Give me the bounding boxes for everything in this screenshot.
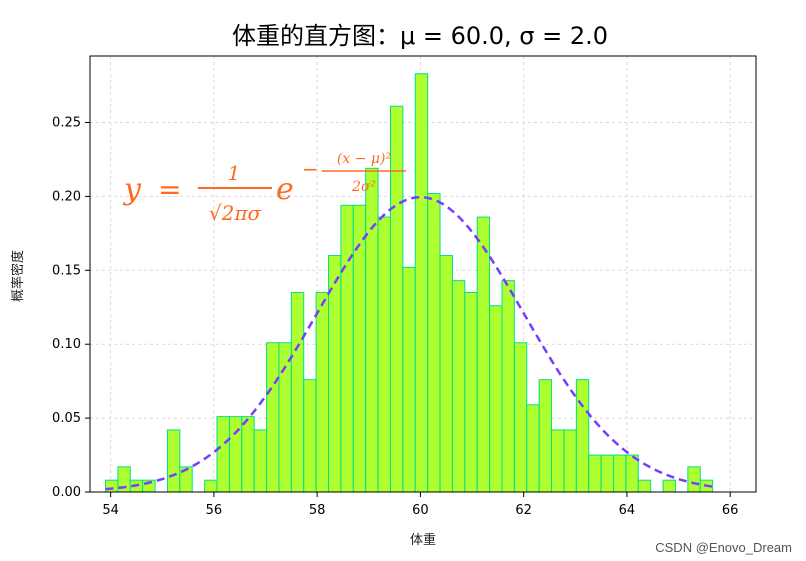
y-tick-label: 0.05 (52, 411, 81, 426)
histogram-bar (464, 291, 478, 493)
histogram-bar (637, 479, 652, 493)
histogram-bar (377, 216, 391, 493)
y-tick-label: 0.25 (52, 116, 81, 131)
histogram-bar (526, 404, 540, 493)
histogram-bar (365, 167, 379, 493)
formula-numerator: 1 (228, 161, 241, 185)
histogram-bar (687, 466, 701, 493)
formula-exp-sign: − (302, 157, 319, 181)
watermark: CSDN @Enovo_Dream (655, 540, 792, 555)
x-tick-label: 64 (619, 503, 636, 518)
histogram-bar (501, 280, 515, 493)
y-tick-label: 0.10 (52, 337, 81, 352)
x-tick-label: 58 (309, 503, 326, 518)
histogram-bar (290, 291, 305, 493)
histogram-bar (340, 204, 354, 493)
formula-exp-numerator: (x − μ)² (337, 151, 392, 167)
histogram-bar (489, 305, 503, 493)
histogram-bar (303, 379, 317, 493)
x-tick-label: 62 (515, 503, 532, 518)
histogram-bar (204, 479, 218, 493)
pdf-curve (105, 195, 713, 491)
formula-exp-denominator: 2σ² (351, 179, 376, 195)
histogram-bar (216, 416, 230, 493)
formula-base: e (276, 172, 294, 207)
histogram-bar (625, 454, 639, 493)
histogram-bar (228, 416, 243, 493)
histogram-bar (315, 291, 330, 493)
histogram-bar (427, 192, 441, 493)
histogram-bar (551, 429, 565, 493)
histogram-bar (575, 379, 590, 493)
formula-lhs: y (122, 172, 142, 207)
histogram-bar (476, 216, 491, 493)
histogram-bar (352, 204, 367, 493)
histogram-bar (402, 266, 416, 493)
x-axis-label: 体重 (410, 532, 436, 548)
y-tick-label: 0.00 (52, 485, 81, 500)
histogram-bar (513, 342, 528, 493)
histogram-bar (662, 479, 676, 493)
x-tick-label: 66 (722, 503, 739, 518)
histogram-bar (439, 255, 453, 493)
plot-frame (89, 55, 757, 493)
histogram-bar (613, 454, 627, 493)
histogram-bar (278, 342, 292, 493)
y-ticks: 0.00 0.05 0.10 0.15 0.20 0.25 (52, 116, 90, 500)
histogram-bar (451, 280, 466, 493)
histogram-bar (563, 429, 577, 493)
histogram-bar (253, 429, 268, 493)
x-tick-label: 56 (206, 503, 223, 518)
normal-pdf-line (105, 195, 713, 491)
x-tick-label: 54 (102, 503, 119, 518)
y-axis-label: 概率密度 (10, 250, 26, 302)
histogram-bar (241, 416, 255, 493)
histogram-bar (600, 454, 615, 493)
histogram-bar (538, 379, 553, 493)
formula-annotation: y = 1 √2πσ e − (x − μ)² 2σ² (122, 151, 406, 225)
histogram-bar (266, 342, 280, 493)
histogram-bar (389, 105, 404, 493)
formula-denominator: √2πσ (209, 201, 263, 225)
histogram-bar (166, 429, 181, 493)
histogram-bar (588, 454, 602, 493)
histogram-bar (414, 73, 429, 493)
chart-title: 体重的直方图：μ = 60.0, σ = 2.0 (232, 22, 608, 50)
x-ticks: 54 56 58 60 62 64 66 (102, 492, 738, 518)
y-tick-label: 0.20 (52, 189, 81, 204)
formula-equals: = (158, 173, 181, 206)
x-tick-label: 60 (412, 503, 429, 518)
bars (104, 73, 714, 493)
y-tick-label: 0.15 (52, 263, 81, 278)
